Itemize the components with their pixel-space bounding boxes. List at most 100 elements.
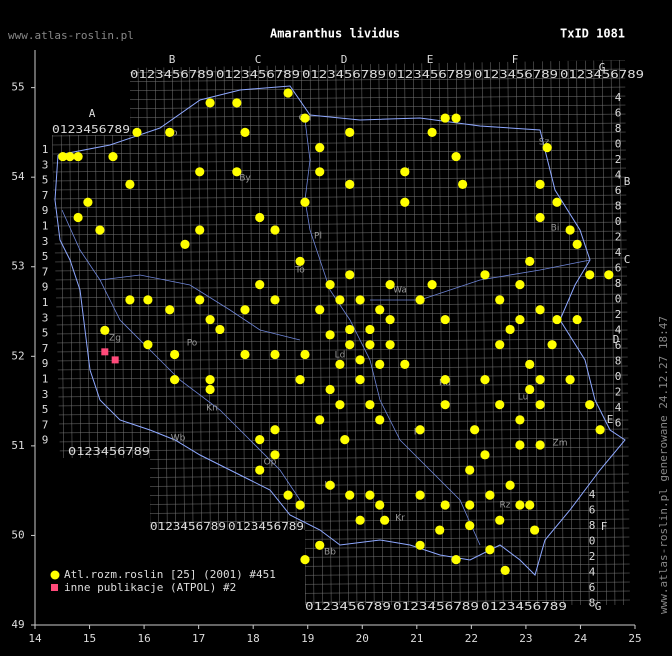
record-dot [295, 256, 305, 266]
atpol-digit: 7 [42, 342, 49, 355]
atpol-grid-line [404, 60, 409, 605]
record-square [111, 356, 119, 364]
atpol-grid-line [421, 60, 427, 605]
legend-marker [50, 570, 60, 580]
record-dot [315, 167, 325, 177]
record-dot [240, 127, 250, 137]
atpol-digit: 2 [615, 308, 622, 321]
atpol-digit: 8 [589, 597, 596, 610]
atpol-grid-line [52, 464, 630, 470]
atpol-digit: 6 [615, 339, 622, 352]
record-dot [170, 374, 180, 385]
record-dot [255, 465, 265, 475]
atpol-grid-line [52, 194, 630, 200]
record-dot [440, 374, 450, 385]
atpol-digit: 1 [42, 220, 49, 233]
record-dot [572, 239, 582, 249]
atpol-grid-line [52, 509, 630, 515]
atpol-grid-line [52, 86, 630, 92]
atpol-digit: 8 [589, 519, 596, 532]
atpol-grid-line [490, 60, 495, 605]
record-dot [495, 295, 505, 305]
record-dot [400, 197, 410, 207]
record-dot [125, 179, 135, 189]
atpol-grid-line [52, 104, 630, 110]
y-tick-label: 51 [11, 439, 24, 452]
atpol-digits: 0123456789 [216, 68, 300, 81]
record-dot [283, 88, 293, 98]
atpol-grid-line [189, 60, 194, 605]
atpol-letter: E [607, 413, 614, 426]
record-dot [355, 295, 365, 305]
atpol-letter: G [595, 600, 602, 613]
city-label: To [294, 266, 305, 276]
record-dot [355, 355, 365, 365]
record-dot [480, 450, 490, 460]
city-label: Sz [539, 138, 550, 148]
x-tick-label: 17 [192, 632, 205, 645]
record-dot [535, 374, 545, 385]
record-dot [385, 340, 395, 350]
atpol-digit: 0 [615, 370, 622, 383]
atpol-digit: 0 [615, 293, 622, 306]
atpol-grid-line [52, 248, 630, 254]
record-dot [345, 127, 355, 137]
city-label: Po [187, 339, 198, 349]
atpol-grid-line [52, 230, 630, 236]
x-tick-label: 20 [356, 632, 369, 645]
record-dot [295, 374, 305, 385]
record-dot [325, 480, 335, 490]
atpol-grid-line [430, 60, 435, 605]
atpol-grid-line [52, 356, 630, 362]
record-dot [255, 212, 265, 223]
record-dot [535, 212, 545, 223]
atpol-grid-line [52, 122, 630, 128]
atpol-grid-line [68, 60, 74, 605]
atpol-letter: C [624, 253, 631, 266]
atpol-digits: 0123456789 [68, 445, 150, 458]
record-dot [345, 179, 355, 189]
record-dot [335, 400, 345, 410]
record-dot [440, 400, 450, 410]
atpol-digit: 4 [589, 566, 596, 579]
record-dot [535, 400, 545, 410]
record-dot [100, 325, 110, 335]
record-dot [572, 314, 582, 325]
atpol-digits: 0123456789 [481, 600, 567, 613]
x-tick-label: 19 [301, 632, 314, 645]
record-dot [380, 515, 390, 525]
atpol-grid-line [223, 60, 229, 605]
atpol-grid-line [52, 113, 630, 119]
record-dot [165, 305, 175, 315]
record-dot [604, 270, 614, 280]
record-dot [132, 127, 142, 137]
atpol-digit: 7 [42, 418, 49, 431]
record-dot [495, 340, 505, 350]
record-dot [83, 197, 93, 207]
record-dot [355, 374, 365, 385]
atpol-digit: 6 [589, 504, 596, 517]
record-dot [240, 305, 250, 315]
record-dot [283, 490, 293, 500]
atpol-grid-line [111, 60, 117, 605]
record-dot [400, 359, 410, 369]
record-dot [465, 465, 475, 475]
record-dot [525, 359, 535, 369]
record-dot [515, 314, 525, 325]
atpol-grid-line [137, 60, 143, 605]
atpol-digit: 0 [589, 535, 596, 548]
record-dot [470, 425, 480, 435]
atpol-digits: 0123456789 [474, 68, 558, 81]
record-dot [480, 270, 490, 280]
record-dot [515, 440, 525, 450]
record-dot [65, 151, 75, 162]
atpol-digit: 2 [615, 386, 622, 399]
atpol-digit: 8 [615, 122, 622, 135]
record-dot [415, 425, 425, 435]
x-tick-label: 24 [574, 632, 588, 645]
atpol-digit: 6 [615, 417, 622, 430]
x-tick-label: 18 [247, 632, 260, 645]
city-label: Bb [324, 548, 336, 558]
atpol-digit: 6 [615, 107, 622, 120]
atpol-grid-line [52, 167, 630, 173]
